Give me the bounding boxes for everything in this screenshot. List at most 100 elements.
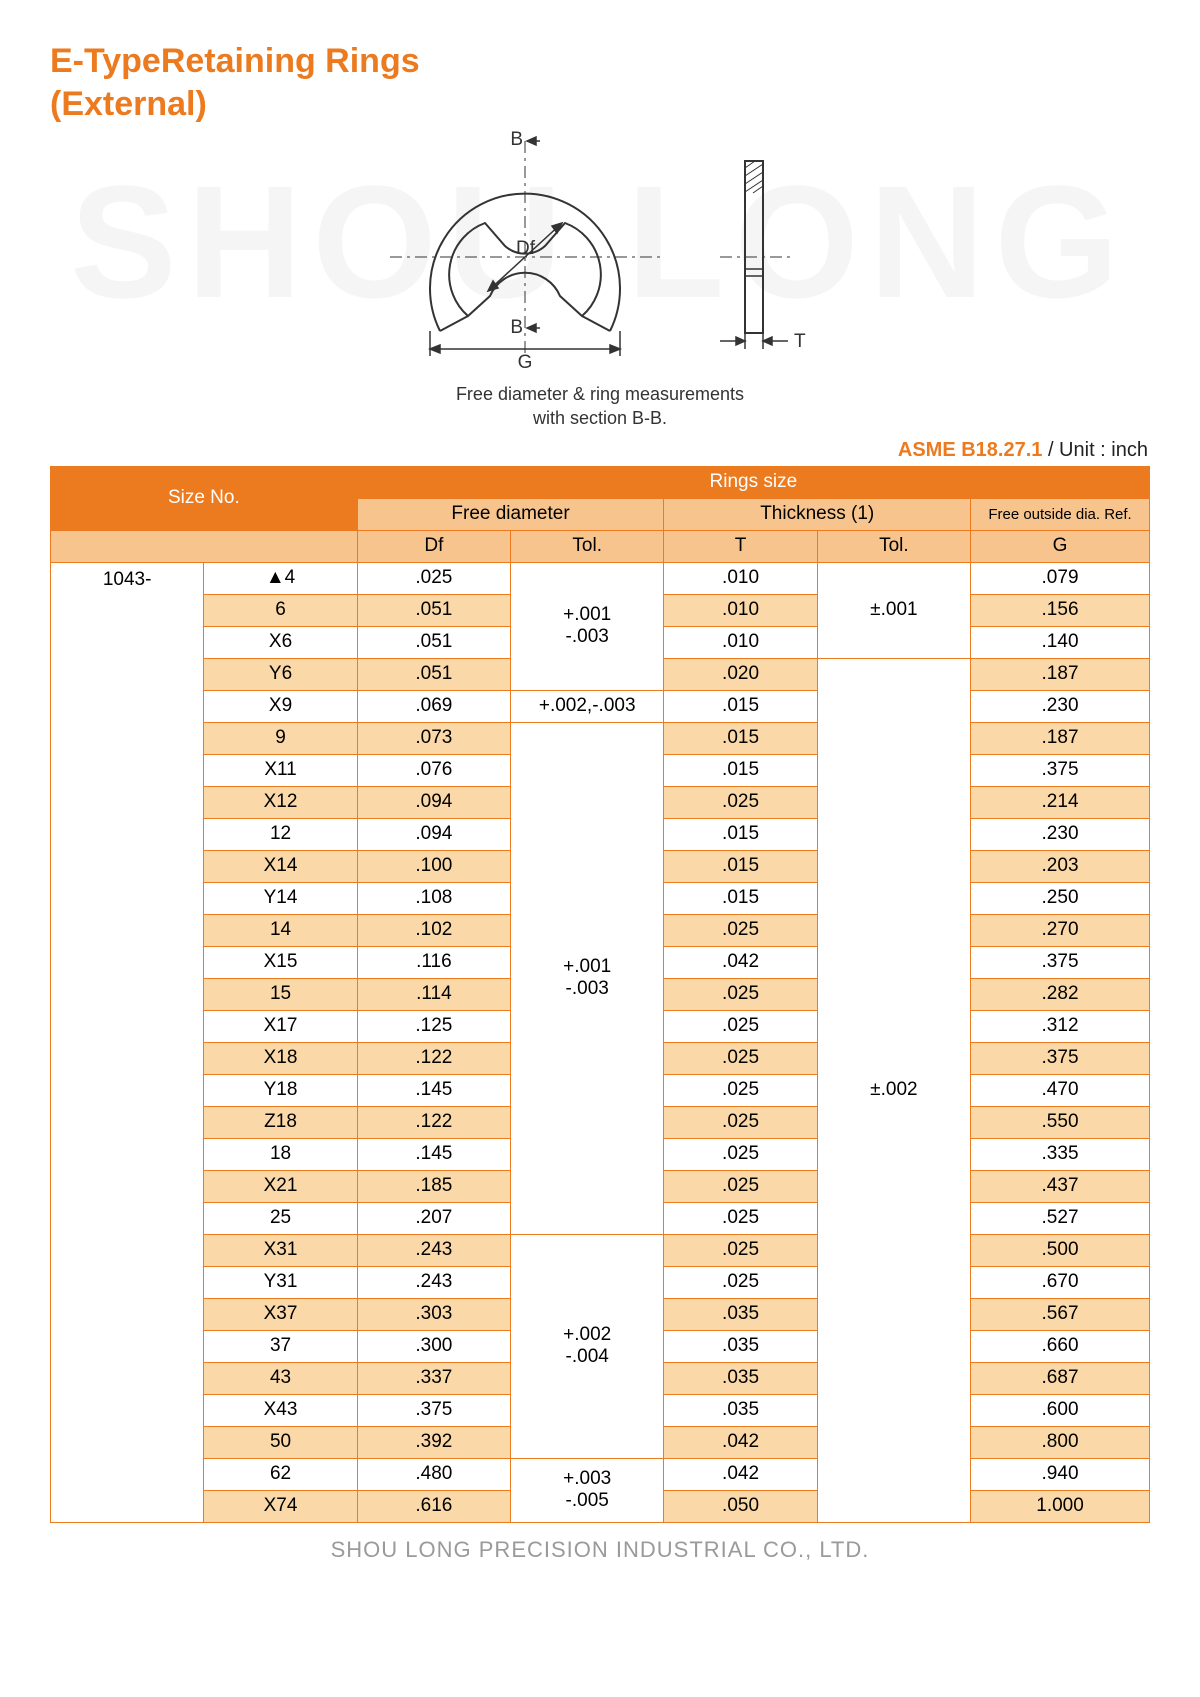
cell-t: .025: [664, 978, 817, 1010]
cell-g: .660: [971, 1330, 1150, 1362]
hdr-blank: [51, 530, 358, 562]
cell-size: X12: [204, 786, 357, 818]
cell-size: 15: [204, 978, 357, 1010]
cell-t: .015: [664, 882, 817, 914]
cell-size: 37: [204, 1330, 357, 1362]
label-b-bot: B: [510, 317, 523, 338]
cell-size: 18: [204, 1138, 357, 1170]
cell-df: .094: [357, 818, 510, 850]
hdr-df-tol: Tol.: [511, 530, 664, 562]
cell-g: .270: [971, 914, 1150, 946]
cell-df: .102: [357, 914, 510, 946]
cell-size: X21: [204, 1170, 357, 1202]
cell-size: X31: [204, 1234, 357, 1266]
cell-df: .116: [357, 946, 510, 978]
cell-t: .025: [664, 1234, 817, 1266]
cell-t: .042: [664, 946, 817, 978]
cell-size: 12: [204, 818, 357, 850]
cell-t: .025: [664, 1042, 817, 1074]
cell-t: .050: [664, 1490, 817, 1522]
cell-df: .125: [357, 1010, 510, 1042]
cell-g: .335: [971, 1138, 1150, 1170]
cell-df: .069: [357, 690, 510, 722]
cell-g: .375: [971, 946, 1150, 978]
cell-t: .025: [664, 1106, 817, 1138]
cell-df: .051: [357, 626, 510, 658]
cell-df: .108: [357, 882, 510, 914]
cell-size: X11: [204, 754, 357, 786]
cell-t: .025: [664, 1074, 817, 1106]
hdr-size-no: Size No.: [51, 466, 358, 530]
cell-size: Y14: [204, 882, 357, 914]
title-line2: (External): [50, 85, 207, 123]
cell-df: .145: [357, 1074, 510, 1106]
cell-t: .025: [664, 1138, 817, 1170]
label-df: Df: [516, 238, 536, 259]
cell-t-tol: ±.001: [817, 562, 970, 658]
cell-t: .042: [664, 1458, 817, 1490]
cell-size: 14: [204, 914, 357, 946]
cell-df: .300: [357, 1330, 510, 1362]
cell-t-tol: ±.002: [817, 658, 970, 1522]
hdr-free-outside: Free outside dia. Ref.: [971, 498, 1150, 530]
cell-df: .094: [357, 786, 510, 818]
cell-t: .015: [664, 690, 817, 722]
cell-g: .140: [971, 626, 1150, 658]
cell-t: .035: [664, 1298, 817, 1330]
table-row: 9.073+.001-.003.015.187: [51, 722, 1150, 754]
cell-size: X18: [204, 1042, 357, 1074]
cell-df: .337: [357, 1362, 510, 1394]
cell-g: .600: [971, 1394, 1150, 1426]
cell-g: .800: [971, 1426, 1150, 1458]
cell-g: .312: [971, 1010, 1150, 1042]
cell-g: .230: [971, 690, 1150, 722]
diagram: Df B B G: [50, 131, 1150, 431]
cell-g: .375: [971, 1042, 1150, 1074]
cell-g: .470: [971, 1074, 1150, 1106]
cell-size: Y6: [204, 658, 357, 690]
cell-size: Y31: [204, 1266, 357, 1298]
cell-t: .035: [664, 1362, 817, 1394]
cell-df-tol: +.002-.004: [511, 1234, 664, 1458]
unit-text: / Unit : inch: [1042, 439, 1148, 461]
cell-t: .025: [664, 914, 817, 946]
hdr-g: G: [971, 530, 1150, 562]
hdr-free-dia: Free diameter: [357, 498, 664, 530]
cell-g: .156: [971, 594, 1150, 626]
cell-df: .122: [357, 1042, 510, 1074]
cell-size: 6: [204, 594, 357, 626]
cell-size: X17: [204, 1010, 357, 1042]
spec-table: Size No. Rings size Free diameter Thickn…: [50, 466, 1150, 1523]
cell-df: .616: [357, 1490, 510, 1522]
cell-size: 43: [204, 1362, 357, 1394]
title-line1: E-TypeRetaining Rings: [50, 42, 420, 80]
cell-t: .025: [664, 1202, 817, 1234]
table-body: 1043-▲4.025+.001-.003.010±.001.0796.051.…: [51, 562, 1150, 1522]
cell-size: X37: [204, 1298, 357, 1330]
cell-size: 25: [204, 1202, 357, 1234]
cell-df: .392: [357, 1426, 510, 1458]
cell-df: .303: [357, 1298, 510, 1330]
cell-g: .230: [971, 818, 1150, 850]
hdr-df: Df: [357, 530, 510, 562]
cell-g: .187: [971, 658, 1150, 690]
cell-df: .207: [357, 1202, 510, 1234]
cell-t: .020: [664, 658, 817, 690]
cell-df: .051: [357, 658, 510, 690]
cell-df: .243: [357, 1266, 510, 1298]
cell-g: .282: [971, 978, 1150, 1010]
cell-g: 1.000: [971, 1490, 1150, 1522]
table-row: 62.480+.003-.005.042.940: [51, 1458, 1150, 1490]
cell-size: X9: [204, 690, 357, 722]
cell-size: X15: [204, 946, 357, 978]
diagram-caption: Free diameter & ring measurements with s…: [50, 382, 1150, 431]
cell-t: .010: [664, 562, 817, 594]
cell-df: .480: [357, 1458, 510, 1490]
table-row: X9.069+.002,-.003.015.230: [51, 690, 1150, 722]
cell-g: .500: [971, 1234, 1150, 1266]
cell-df-tol: +.001-.003: [511, 722, 664, 1234]
cell-size: 9: [204, 722, 357, 754]
cell-g: .375: [971, 754, 1150, 786]
cell-size: X74: [204, 1490, 357, 1522]
cell-df: .185: [357, 1170, 510, 1202]
